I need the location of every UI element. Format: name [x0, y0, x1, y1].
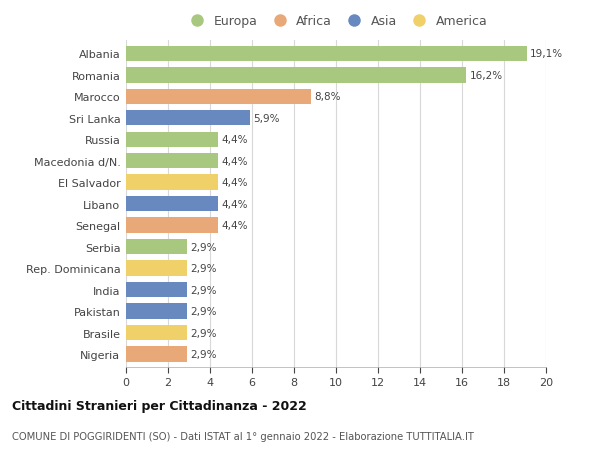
Bar	[126, 154, 218, 169]
Legend: Europa, Africa, Asia, America: Europa, Africa, Asia, America	[185, 15, 487, 28]
Text: 2,9%: 2,9%	[190, 349, 217, 359]
Bar	[126, 111, 250, 126]
Text: 16,2%: 16,2%	[469, 71, 502, 81]
Bar	[126, 218, 218, 234]
Text: Cittadini Stranieri per Cittadinanza - 2022: Cittadini Stranieri per Cittadinanza - 2…	[12, 399, 307, 412]
Bar	[126, 90, 311, 105]
Bar	[126, 325, 187, 341]
Bar	[126, 347, 187, 362]
Bar	[126, 240, 187, 255]
Bar	[126, 304, 187, 319]
Text: 4,4%: 4,4%	[221, 199, 248, 209]
Text: 2,9%: 2,9%	[190, 328, 217, 338]
Bar	[126, 175, 218, 190]
Text: 4,4%: 4,4%	[221, 157, 248, 166]
Bar	[126, 261, 187, 276]
Bar	[126, 46, 527, 62]
Text: 4,4%: 4,4%	[221, 178, 248, 188]
Text: 5,9%: 5,9%	[253, 113, 280, 123]
Text: 8,8%: 8,8%	[314, 92, 340, 102]
Text: 4,4%: 4,4%	[221, 135, 248, 145]
Text: 2,9%: 2,9%	[190, 263, 217, 274]
Text: 2,9%: 2,9%	[190, 285, 217, 295]
Bar	[126, 196, 218, 212]
Bar	[126, 132, 218, 148]
Text: 2,9%: 2,9%	[190, 307, 217, 316]
Text: 19,1%: 19,1%	[530, 49, 563, 59]
Text: COMUNE DI POGGIRIDENTI (SO) - Dati ISTAT al 1° gennaio 2022 - Elaborazione TUTTI: COMUNE DI POGGIRIDENTI (SO) - Dati ISTAT…	[12, 431, 474, 442]
Bar	[126, 282, 187, 298]
Bar	[126, 68, 466, 84]
Text: 2,9%: 2,9%	[190, 242, 217, 252]
Text: 4,4%: 4,4%	[221, 221, 248, 231]
